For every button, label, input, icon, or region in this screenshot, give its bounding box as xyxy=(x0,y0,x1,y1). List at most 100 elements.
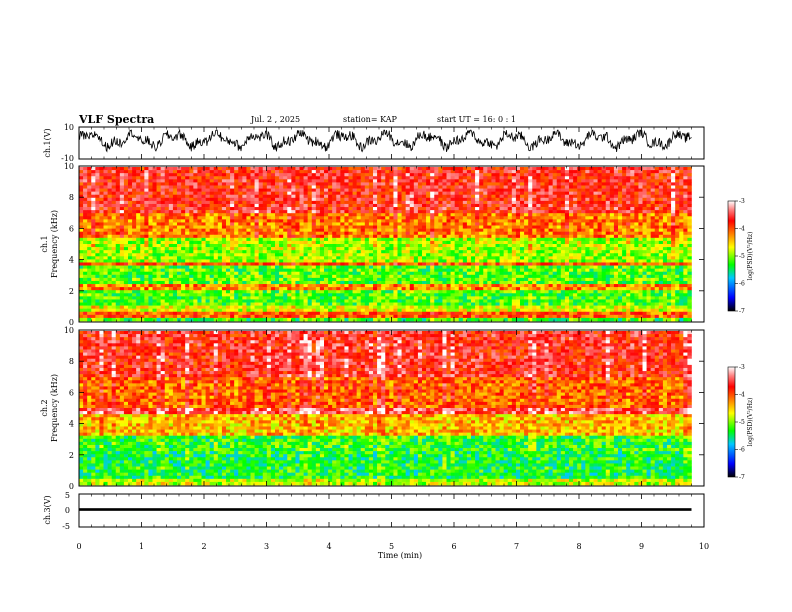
spectrogram-cell xyxy=(177,197,182,202)
spectrogram-cell xyxy=(148,259,153,263)
spectrogram-cell xyxy=(483,173,488,177)
spectrogram-cell xyxy=(642,222,647,226)
spectrogram-cell xyxy=(577,231,582,236)
spectrogram-cell xyxy=(442,216,447,220)
spectrogram-cell xyxy=(475,253,480,257)
spectrogram-cell xyxy=(409,213,415,217)
spectrogram-cell xyxy=(221,256,227,260)
spectrogram-cell xyxy=(295,185,300,189)
spectrogram-cell xyxy=(597,213,602,217)
spectrogram-cell xyxy=(364,228,370,232)
spectrogram-cell xyxy=(156,194,161,199)
spectrogram-cell xyxy=(454,179,460,183)
spectrogram-cell xyxy=(675,176,680,180)
spectrogram-cell xyxy=(356,213,362,217)
spectrogram-cell xyxy=(683,197,688,202)
spectrogram-cell xyxy=(377,247,382,251)
spectrogram-cell xyxy=(197,253,202,257)
spectrogram-cell xyxy=(520,262,525,266)
spectrogram-cell xyxy=(197,179,202,183)
spectrogram-cell xyxy=(246,179,251,183)
spectrogram-cell xyxy=(230,167,235,171)
spectrogram-cell xyxy=(658,259,664,263)
spectrogram-cell xyxy=(434,179,439,183)
spectrogram-cell xyxy=(634,167,639,171)
spectrogram-cell xyxy=(254,234,259,239)
spectrogram-cell xyxy=(201,191,206,196)
spectrogram-cell xyxy=(475,194,480,199)
spectrogram-cell xyxy=(254,197,259,202)
spectrogram-cell xyxy=(87,234,92,239)
spectrogram-cell xyxy=(152,228,157,232)
spectrogram-cell xyxy=(532,253,537,257)
spectrogram-cell xyxy=(622,167,627,171)
spectrogram-cell xyxy=(83,265,88,269)
spectrogram-cell xyxy=(671,213,676,217)
spectrogram-cell xyxy=(413,237,419,242)
spectrogram-cell xyxy=(266,167,272,171)
spectrogram-cell xyxy=(324,256,329,260)
spectrogram-cell xyxy=(605,182,611,186)
spectrogram-cell xyxy=(373,237,378,242)
spectrogram-cell xyxy=(287,185,292,189)
spectrogram-cell xyxy=(524,185,529,189)
spectrogram-cell xyxy=(111,234,117,239)
spectrogram-cell xyxy=(115,207,121,211)
spectrogram-cell xyxy=(95,250,100,254)
spectrogram-cell xyxy=(226,234,231,239)
spectrogram-cell xyxy=(132,219,137,223)
spectrogram-cell xyxy=(213,210,219,214)
spectrogram-cell xyxy=(528,231,533,236)
spectrogram-cell xyxy=(442,188,447,192)
spectrogram-cell xyxy=(540,210,545,214)
spectrogram-cell xyxy=(128,182,133,186)
spectrogram-cell xyxy=(385,225,390,229)
spectrogram-cell xyxy=(442,262,447,266)
spectrogram-cell xyxy=(315,222,321,226)
spectrogram-cell xyxy=(115,185,121,189)
spectrogram-cell xyxy=(189,213,194,217)
spectrogram-cell xyxy=(205,225,210,229)
spectrogram-cell xyxy=(311,173,317,177)
spectrogram-cell xyxy=(221,250,227,254)
spectrogram-cell xyxy=(226,179,231,183)
spectrogram-cell xyxy=(581,191,586,196)
spectrogram-cell xyxy=(585,231,590,236)
spectrogram-cell xyxy=(307,179,313,183)
spectrogram-cell xyxy=(258,262,264,266)
spectrogram-cell xyxy=(552,244,558,248)
spectrogram-cell xyxy=(303,182,308,186)
spectrogram-cell xyxy=(132,176,137,180)
spectrogram-cell xyxy=(217,194,223,199)
spectrogram-cell xyxy=(189,173,194,177)
spectrogram-cell xyxy=(520,185,525,189)
spectrogram-cell xyxy=(246,228,251,232)
spectrogram-cell xyxy=(475,197,480,202)
spectrogram-cell xyxy=(634,240,639,245)
spectrogram-cell xyxy=(462,167,468,171)
spectrogram-cell xyxy=(687,170,692,174)
spectrogram-cell xyxy=(487,228,492,232)
spectrogram-cell xyxy=(352,231,357,236)
spectrogram-cell xyxy=(115,250,121,254)
spectrogram-cell xyxy=(446,197,451,202)
spectrogram-cell xyxy=(209,176,215,180)
spectrogram-cell xyxy=(507,222,513,226)
spectrogram-cell xyxy=(426,219,431,223)
spectrogram-cell xyxy=(646,200,651,205)
spectrogram-cell xyxy=(495,185,500,189)
spectrogram-cell xyxy=(209,228,215,232)
spectrogram-cell xyxy=(650,262,656,266)
spectrogram-cell xyxy=(160,179,166,183)
spectrogram-cell xyxy=(197,244,202,248)
spectrogram-cell xyxy=(520,207,525,211)
spectrogram-cell xyxy=(646,191,651,196)
spectrogram-cell xyxy=(168,176,174,180)
spectrogram-cell xyxy=(381,244,386,248)
spectrogram-cell xyxy=(246,253,251,257)
spectrogram-cell xyxy=(103,176,108,180)
spectrogram-cell xyxy=(662,203,668,208)
spectrogram-cell xyxy=(662,167,668,171)
spectrogram-cell xyxy=(356,179,362,183)
spectrogram-cell xyxy=(201,197,206,202)
